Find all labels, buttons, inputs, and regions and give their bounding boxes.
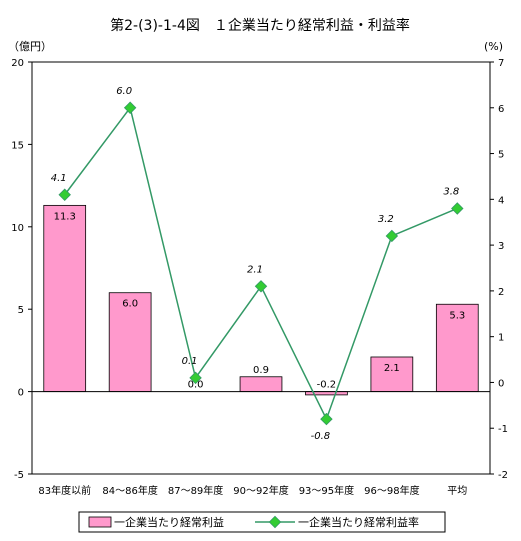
rate-value-label: 0.1 bbox=[182, 356, 198, 367]
bar-value-label: 2.1 bbox=[384, 363, 400, 374]
rate-value-label: 3.8 bbox=[443, 186, 459, 197]
category-label: 90～92年度 bbox=[233, 484, 288, 497]
category-label: 93～95年度 bbox=[299, 484, 354, 497]
rate-marker bbox=[58, 188, 71, 201]
category-label: 87～89年度 bbox=[168, 484, 223, 497]
plot-area bbox=[31, 61, 491, 475]
bar bbox=[435, 303, 479, 393]
right-tick-label: 5 bbox=[498, 150, 504, 161]
category-label: 84～86年度 bbox=[102, 484, 157, 497]
bar bbox=[43, 204, 87, 393]
left-tick-label: 10 bbox=[11, 223, 24, 234]
rate-marker bbox=[254, 280, 268, 293]
right-tick-label: 7 bbox=[498, 58, 504, 69]
rate-value-label: 3.2 bbox=[378, 214, 394, 225]
bar-value-label: -0.2 bbox=[317, 380, 337, 391]
bar-value-label: 11.3 bbox=[54, 211, 76, 222]
left-unit-label: （億円） bbox=[8, 40, 52, 53]
rate-marker bbox=[451, 202, 464, 215]
bar bbox=[239, 376, 283, 393]
right-unit-label: (%) bbox=[484, 40, 503, 53]
legend-line-label: 一企業当たり経常利益率 bbox=[298, 515, 419, 529]
right-tick-label: 6 bbox=[498, 104, 504, 115]
right-tick-label: 2 bbox=[498, 287, 504, 298]
legend-line-marker bbox=[268, 515, 282, 529]
left-tick-label: 15 bbox=[11, 140, 24, 151]
rate-value-label: 2.1 bbox=[247, 264, 263, 275]
legend-bar-label: 一企業当たり経常利益 bbox=[114, 515, 224, 529]
rate-value-label: 4.1 bbox=[51, 173, 67, 184]
category-label: 96～98年度 bbox=[364, 484, 419, 497]
rate-marker bbox=[123, 101, 137, 115]
bar bbox=[370, 356, 414, 393]
right-tick-label: 1 bbox=[498, 333, 504, 344]
bar-value-label: 5.3 bbox=[449, 310, 465, 321]
right-tick-label: 0 bbox=[498, 378, 504, 389]
left-tick-label: 20 bbox=[11, 58, 24, 69]
category-label: 83年度以前 bbox=[38, 484, 91, 497]
rate-marker bbox=[189, 371, 202, 385]
right-tick-label: 3 bbox=[498, 241, 504, 252]
legend: 一企業当たり経常利益 一企業当たり経常利益率 bbox=[78, 511, 446, 533]
rate-marker bbox=[320, 412, 333, 426]
left-tick-label: 5 bbox=[18, 305, 24, 316]
rate-marker bbox=[385, 229, 399, 243]
legend-bar-swatch bbox=[88, 516, 112, 528]
left-tick-label: -5 bbox=[14, 470, 24, 481]
bar-value-label: 0.0 bbox=[188, 380, 204, 391]
right-tick-label: 4 bbox=[498, 195, 504, 206]
bar-value-label: 0.9 bbox=[253, 365, 269, 376]
right-tick-label: -1 bbox=[498, 424, 508, 435]
rate-value-label: -0.8 bbox=[311, 431, 331, 442]
bar-value-label: 6.0 bbox=[122, 299, 138, 310]
right-tick-label: -2 bbox=[498, 470, 508, 481]
chart-title: 第2-(3)-1-4図 １企業当たり経常利益・利益率 bbox=[110, 17, 410, 34]
rate-value-label: 6.0 bbox=[116, 86, 132, 97]
left-tick-label: 0 bbox=[18, 388, 24, 399]
category-label: 平均 bbox=[447, 485, 467, 497]
